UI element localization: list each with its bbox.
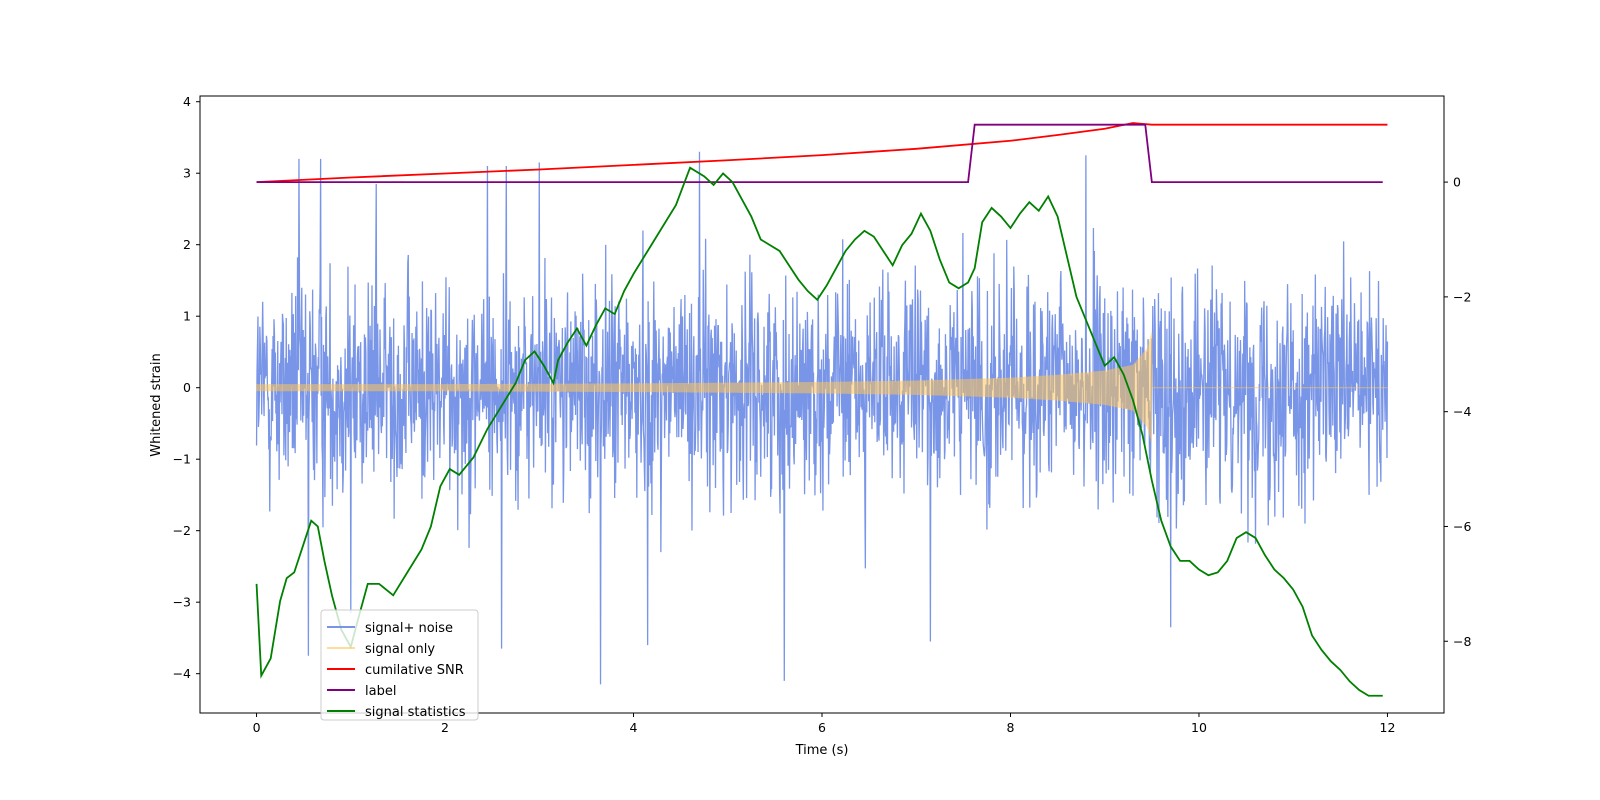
legend-label: signal statistics: [365, 705, 466, 720]
x-tick-label: 4: [630, 720, 638, 735]
y-tick-label: −3: [173, 595, 191, 610]
y-tick-label: 0: [183, 380, 191, 395]
series-signal-plus-noise: [255, 151, 1389, 685]
y-tick-label: 2: [183, 237, 191, 252]
y-right-tick-label: −6: [1453, 519, 1471, 534]
y-axis-left: −4 −3 −2 −1 0 1 2 3 4: [173, 94, 200, 681]
y-tick-label: 4: [183, 94, 191, 109]
y-tick-label: 1: [183, 309, 191, 324]
legend-box: [320, 609, 479, 721]
y-tick-label: 3: [183, 166, 191, 181]
y-tick-label: −2: [173, 523, 191, 538]
legend: signal+ noise signal only cumilative SNR la…: [320, 609, 479, 721]
x-tick-label: 6: [818, 720, 826, 735]
y-right-tick-label: 0: [1453, 175, 1461, 190]
series-label: [256, 123, 1383, 183]
legend-label: label: [365, 684, 396, 699]
x-axis-label: Time (s): [795, 743, 849, 758]
plot-area: [255, 122, 1389, 697]
y-tick-label: −1: [173, 452, 191, 467]
legend-label: signal+ noise: [365, 621, 453, 636]
y-axis-label: Whitened strain: [149, 353, 164, 456]
y-right-tick-label: −4: [1453, 404, 1471, 419]
x-tick-label: 2: [441, 720, 449, 735]
y-right-tick-label: −8: [1453, 634, 1471, 649]
legend-label: cumilative SNR: [365, 663, 464, 678]
y-right-tick-label: −2: [1453, 289, 1471, 304]
y-axis-right: −8 −6 −4 −2 0: [1444, 175, 1471, 649]
x-tick-label: 12: [1380, 720, 1396, 735]
series-signal-only: [256, 332, 1388, 442]
x-tick-label: 8: [1007, 720, 1015, 735]
legend-label: signal only: [365, 642, 435, 657]
series-signal-statistics: [255, 166, 1383, 697]
x-tick-label: 10: [1191, 720, 1207, 735]
x-tick-label: 0: [253, 720, 261, 735]
y-tick-label: −4: [173, 666, 191, 681]
